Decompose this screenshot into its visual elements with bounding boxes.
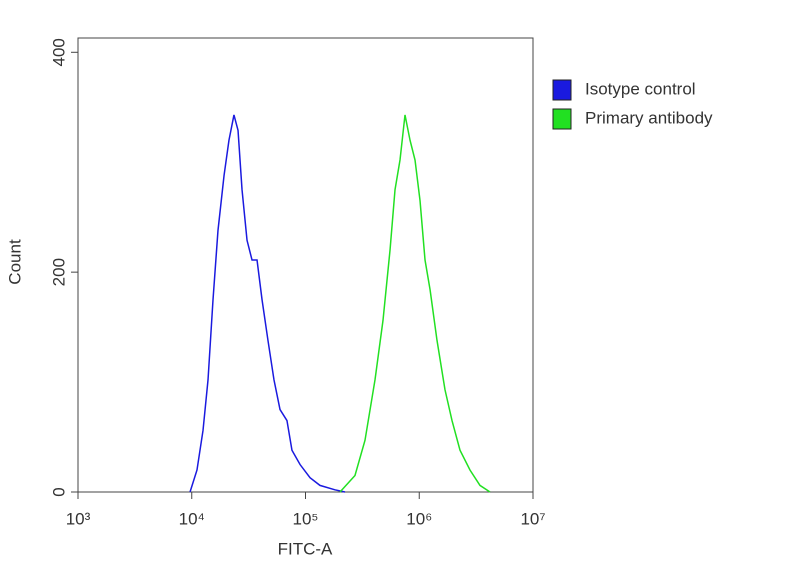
x-tick-label: 10⁵	[293, 509, 319, 528]
y-tick-label: 400	[49, 38, 68, 66]
x-axis-label: FITC-A	[278, 539, 333, 558]
legend-swatch	[552, 79, 572, 101]
histogram-line	[339, 114, 491, 493]
x-tick-label: 10³	[66, 509, 91, 528]
histogram-line	[189, 114, 346, 493]
x-tick-label: 10⁶	[406, 509, 432, 528]
legend-label: Primary antibody	[585, 108, 713, 127]
x-tick-label: 10⁴	[179, 509, 205, 528]
y-tick-label: 200	[49, 258, 68, 286]
legend-label: Isotype control	[585, 79, 696, 98]
y-axis-label: Count	[5, 239, 24, 285]
legend-swatch	[552, 108, 572, 130]
x-tick-label: 10⁷	[520, 509, 545, 528]
plot-frame	[77, 37, 534, 493]
y-tick-label: 0	[49, 487, 68, 496]
